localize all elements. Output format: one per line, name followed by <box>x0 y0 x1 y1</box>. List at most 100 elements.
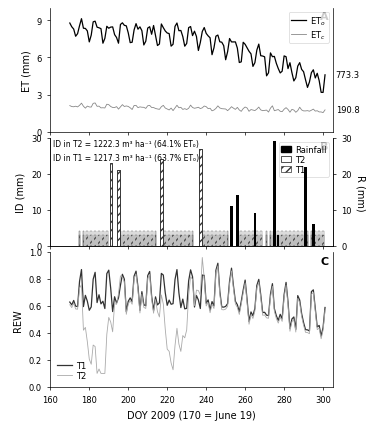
Bar <box>120 236 122 246</box>
T2 <box>278 315 283 320</box>
T1 <box>323 305 327 310</box>
Bar <box>155 236 156 246</box>
ET$_c$ <box>155 107 160 112</box>
ET$_o$ <box>155 44 160 49</box>
Bar <box>110 164 112 246</box>
Bar <box>79 232 80 246</box>
Bar <box>289 232 291 246</box>
Bar <box>248 236 250 246</box>
ET$_o$ <box>147 25 152 30</box>
Bar <box>297 236 299 246</box>
T1 <box>216 261 220 266</box>
T2 <box>95 371 99 376</box>
Bar <box>274 236 275 246</box>
Bar <box>117 171 120 246</box>
Bar <box>143 236 145 246</box>
Bar <box>151 232 152 246</box>
Legend: Rainfall, T2, T1: Rainfall, T2, T1 <box>279 143 329 177</box>
Bar <box>236 196 238 246</box>
Bar <box>199 149 202 246</box>
T2 <box>155 309 160 314</box>
ET$_c$ <box>67 104 72 109</box>
T1 <box>274 313 279 319</box>
T1 <box>67 300 72 305</box>
Bar <box>304 167 307 246</box>
Bar <box>102 236 104 246</box>
Bar <box>227 236 228 246</box>
Line: T1: T1 <box>70 264 325 336</box>
Bar <box>86 236 88 246</box>
Bar <box>289 236 291 246</box>
Bar <box>270 236 271 246</box>
Bar <box>94 232 96 246</box>
Bar <box>207 236 209 246</box>
Legend: ET$_o$, ET$_c$: ET$_o$, ET$_c$ <box>289 13 329 44</box>
Bar <box>151 236 152 246</box>
Bar <box>139 232 141 246</box>
Bar <box>168 232 170 246</box>
Text: 190.8: 190.8 <box>336 106 360 115</box>
Bar <box>90 236 92 246</box>
Bar <box>79 236 80 246</box>
Bar <box>301 236 303 246</box>
Bar <box>106 232 108 246</box>
Bar <box>219 232 221 246</box>
Bar <box>215 232 217 246</box>
ET$_o$ <box>323 73 327 78</box>
Bar <box>164 236 166 246</box>
T2 <box>276 321 281 326</box>
Bar <box>318 232 320 246</box>
Bar <box>110 164 112 246</box>
Bar <box>254 214 256 246</box>
T2 <box>67 302 72 307</box>
Bar <box>86 232 88 246</box>
ET$_c$ <box>93 101 98 106</box>
Y-axis label: R (mm): R (mm) <box>356 174 366 211</box>
Bar <box>281 236 283 246</box>
Bar <box>147 232 149 246</box>
Text: 773.3: 773.3 <box>336 71 360 80</box>
Bar <box>293 236 295 246</box>
Bar <box>168 236 170 246</box>
Bar <box>240 236 242 246</box>
ET$_o$ <box>276 67 281 72</box>
Bar <box>106 236 108 246</box>
Bar <box>307 232 308 246</box>
Bar <box>180 236 182 246</box>
Text: C: C <box>320 256 329 267</box>
T1 <box>146 273 150 279</box>
T1 <box>99 301 103 307</box>
Line: ET$_c$: ET$_c$ <box>70 104 325 114</box>
Bar <box>135 232 137 246</box>
T2 <box>200 255 205 261</box>
Bar <box>82 236 84 246</box>
Bar <box>188 236 190 246</box>
Bar <box>135 236 137 246</box>
Bar <box>230 207 233 246</box>
Bar <box>180 232 182 246</box>
ET$_o$ <box>274 61 279 67</box>
Bar <box>98 232 100 246</box>
Legend: T1, T2: T1, T2 <box>55 358 89 383</box>
ET$_o$ <box>67 22 72 27</box>
Bar <box>94 236 96 246</box>
Bar <box>270 232 271 246</box>
Bar <box>82 232 84 246</box>
Bar <box>131 232 133 246</box>
Bar <box>285 236 287 246</box>
T2 <box>101 371 105 376</box>
Y-axis label: ID (mm): ID (mm) <box>16 172 26 212</box>
Bar <box>203 232 205 246</box>
T1 <box>153 295 158 300</box>
Bar <box>199 149 202 246</box>
Bar <box>192 236 194 246</box>
Bar <box>256 236 258 246</box>
ET$_c$ <box>323 108 327 113</box>
Bar <box>90 232 92 246</box>
T2 <box>323 308 327 313</box>
Bar <box>322 232 324 246</box>
Bar <box>281 232 283 246</box>
Bar <box>203 236 205 246</box>
Bar <box>188 232 190 246</box>
Bar <box>310 236 312 246</box>
